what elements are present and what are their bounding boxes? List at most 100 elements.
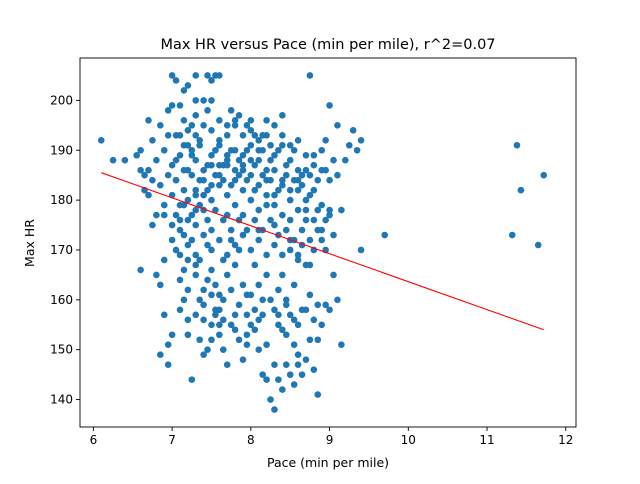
data-point bbox=[259, 171, 266, 179]
data-point bbox=[306, 291, 314, 299]
data-point bbox=[263, 166, 270, 174]
data-point bbox=[204, 107, 211, 114]
data-point bbox=[235, 246, 243, 254]
data-point bbox=[302, 261, 310, 269]
data-point bbox=[243, 146, 251, 154]
data-point bbox=[314, 336, 322, 344]
data-point bbox=[231, 261, 239, 269]
data-point bbox=[192, 206, 200, 214]
data-point bbox=[184, 331, 192, 339]
data-point bbox=[180, 231, 188, 239]
data-point bbox=[223, 151, 231, 159]
data-point bbox=[263, 341, 270, 349]
data-point bbox=[216, 72, 223, 79]
data-point bbox=[227, 226, 235, 234]
data-point bbox=[200, 122, 207, 129]
data-point bbox=[208, 336, 215, 344]
data-point bbox=[239, 356, 247, 363]
data-point bbox=[157, 122, 164, 129]
data-point bbox=[247, 141, 255, 149]
data-point bbox=[235, 171, 243, 179]
x-axis-ticks: 6 7 8 9 10 11 12 bbox=[90, 427, 573, 447]
data-point bbox=[326, 102, 333, 109]
data-point bbox=[271, 166, 278, 174]
data-point bbox=[275, 146, 282, 154]
data-point bbox=[298, 371, 306, 378]
data-point bbox=[259, 371, 266, 378]
data-point bbox=[282, 296, 290, 304]
data-point bbox=[294, 186, 302, 194]
data-point bbox=[314, 176, 322, 184]
data-point bbox=[334, 296, 341, 304]
y-tick-label: 170 bbox=[50, 243, 73, 257]
data-point bbox=[200, 301, 207, 309]
data-point bbox=[235, 301, 243, 309]
data-point bbox=[121, 156, 129, 164]
y-tick-label: 160 bbox=[50, 293, 73, 307]
data-point bbox=[294, 361, 302, 368]
data-point bbox=[231, 241, 239, 249]
data-point bbox=[235, 156, 243, 164]
data-point bbox=[306, 72, 314, 79]
data-point bbox=[251, 216, 259, 224]
data-point bbox=[227, 107, 235, 114]
data-point bbox=[282, 161, 290, 169]
data-point bbox=[227, 321, 235, 329]
data-point bbox=[204, 161, 211, 169]
data-point bbox=[255, 136, 263, 144]
data-point bbox=[239, 231, 247, 239]
data-point bbox=[251, 326, 259, 334]
data-point bbox=[219, 256, 227, 264]
data-point bbox=[306, 171, 314, 179]
data-point bbox=[534, 241, 542, 249]
data-point bbox=[513, 141, 521, 149]
data-point bbox=[286, 156, 294, 164]
data-point bbox=[216, 291, 223, 299]
data-point bbox=[200, 231, 207, 239]
data-point bbox=[306, 236, 314, 244]
data-point bbox=[275, 186, 282, 194]
data-point bbox=[219, 316, 227, 324]
data-point bbox=[176, 151, 184, 159]
data-point bbox=[353, 146, 361, 154]
x-tick-label: 10 bbox=[401, 433, 416, 447]
data-point bbox=[357, 136, 365, 144]
data-point bbox=[208, 196, 215, 204]
data-point bbox=[168, 221, 176, 229]
data-point bbox=[219, 296, 227, 304]
data-point bbox=[247, 127, 255, 134]
data-point bbox=[157, 351, 164, 359]
data-point bbox=[235, 336, 243, 344]
data-point bbox=[157, 281, 164, 289]
data-point bbox=[255, 236, 263, 244]
data-point bbox=[255, 316, 263, 324]
data-point bbox=[263, 191, 270, 199]
data-point bbox=[349, 127, 357, 134]
data-point bbox=[208, 77, 215, 84]
data-point bbox=[216, 306, 223, 314]
data-point bbox=[216, 331, 223, 339]
data-point bbox=[251, 131, 259, 139]
data-point bbox=[153, 156, 160, 164]
data-point bbox=[180, 266, 188, 274]
data-point bbox=[204, 186, 211, 194]
data-point bbox=[176, 251, 184, 259]
data-point bbox=[302, 196, 310, 204]
data-point bbox=[153, 211, 160, 219]
data-point bbox=[326, 206, 333, 214]
data-point bbox=[271, 221, 278, 229]
data-point bbox=[255, 156, 263, 164]
data-point bbox=[267, 296, 274, 304]
data-point bbox=[196, 256, 203, 264]
data-point bbox=[160, 211, 168, 219]
data-point bbox=[286, 196, 294, 204]
x-tick-label: 12 bbox=[558, 433, 573, 447]
data-point bbox=[223, 122, 231, 129]
data-point bbox=[180, 296, 188, 304]
data-point bbox=[294, 251, 302, 259]
data-point bbox=[286, 371, 294, 378]
data-point bbox=[338, 206, 345, 214]
data-point bbox=[282, 171, 290, 179]
data-point bbox=[239, 186, 247, 194]
